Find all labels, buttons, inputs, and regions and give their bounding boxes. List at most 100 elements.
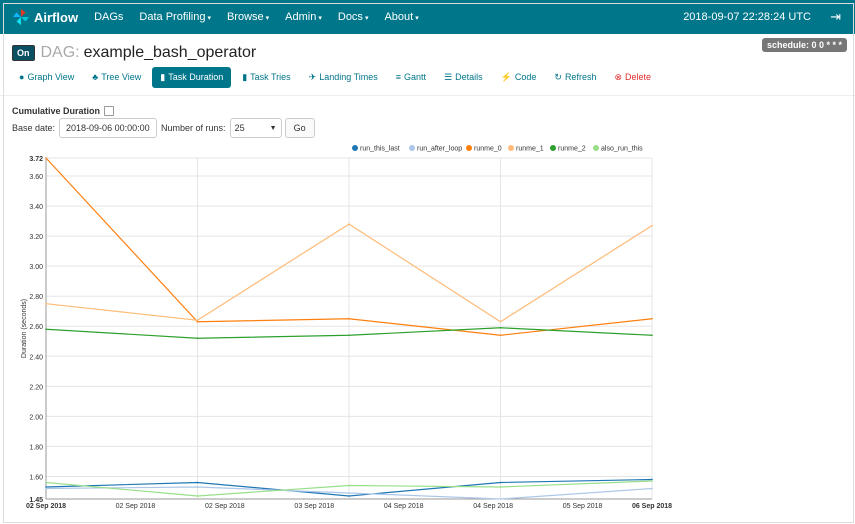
nav-item-about[interactable]: About ▾ [384, 11, 418, 23]
tab-graph-view[interactable]: ● Graph View [12, 68, 81, 86]
data-point-also_run_this [348, 484, 350, 487]
logout-icon[interactable]: ⇥ [830, 9, 841, 24]
data-point-run_this_last [196, 481, 199, 484]
data-point-run_this_last [45, 486, 47, 488]
data-point-run_after_loop [196, 486, 199, 488]
caret-down-icon: ▾ [265, 15, 270, 22]
tree-view-icon: ♣ [92, 72, 99, 82]
data-point-runme_1 [45, 302, 47, 305]
data-point-runme_2 [196, 337, 199, 340]
y-tick-label: 3.00 [29, 264, 43, 271]
nav-item-label: About [384, 11, 414, 23]
legend-label-runme_0: runme_0 [474, 146, 502, 153]
graph-view-icon: ● [19, 72, 25, 82]
tab-label: Graph View [27, 72, 75, 82]
y-tick-label: 3.60 [29, 174, 43, 181]
caret-down-icon: ▾ [364, 15, 369, 22]
y-tick-label: 1.80 [29, 444, 43, 451]
go-button[interactable]: Go [284, 118, 315, 138]
legend-marker-runme_1 [508, 145, 514, 151]
num-runs-label: Number of runs: [161, 123, 226, 133]
dag-header: On DAG: example_bash_operator [12, 44, 256, 62]
y-tick-label: 2.80 [29, 294, 43, 301]
x-tick-label: 03 Sep 2018 [294, 503, 334, 510]
data-point-runme_0 [196, 320, 199, 323]
tab-label: Tree View [101, 72, 142, 82]
data-point-runme_1 [348, 223, 350, 225]
y-tick-label: 3.72 [29, 156, 43, 163]
legend-label-also_run_this: also_run_this [601, 146, 643, 153]
nav-item-label: Browse [226, 11, 264, 23]
tab-code[interactable]: ⚡ Code [494, 68, 544, 87]
tab-label: Code [514, 72, 537, 82]
dag-on-toggle[interactable]: On [12, 45, 35, 61]
data-point-runme_0 [651, 317, 653, 320]
legend-marker-runme_0 [466, 145, 472, 151]
y-tick-label: 2.40 [29, 354, 43, 361]
dag-title: example_bash_operator [83, 44, 257, 61]
x-tick-label: 04 Sep 2018 [384, 503, 424, 510]
data-point-runme_1 [499, 320, 502, 323]
legend-label-run_this_last: run_this_last [360, 146, 400, 153]
nav-item-docs[interactable]: Docs ▾ [338, 11, 369, 23]
tab-label: Task Duration [168, 72, 224, 82]
nav-item-admin[interactable]: Admin ▾ [285, 11, 322, 23]
y-tick-label: 2.00 [29, 414, 43, 421]
tab-tree-view[interactable]: ♣ Tree View [85, 68, 148, 86]
nav-item-data-profiling[interactable]: Data Profiling ▾ [139, 11, 211, 23]
y-axis-label: Duration (seconds) [21, 299, 28, 358]
y-tick-label: 1.45 [29, 497, 43, 504]
legend-marker-also_run_this [593, 145, 599, 151]
y-tick-label: 2.60 [29, 324, 43, 331]
data-point-runme_2 [499, 326, 502, 329]
delete-icon: ⊗ [614, 71, 622, 82]
cumulative-label: Cumulative Duration [12, 106, 101, 116]
brand-link[interactable]: Airflow [12, 8, 78, 26]
nav-item-label: DAGs [94, 11, 124, 23]
code-icon: ⚡ [500, 71, 512, 82]
x-tick-label: 02 Sep 2018 [116, 503, 156, 510]
x-tick-label: 06 Sep 2018 [632, 503, 672, 510]
data-point-run_after_loop [651, 487, 653, 490]
cumulative-duration: Cumulative Duration [12, 106, 115, 116]
caret-down-icon: ▾ [318, 15, 322, 22]
tab-label: Gantt [404, 72, 427, 82]
num-runs-select[interactable]: 25 ▼ [229, 118, 282, 138]
task-tries-icon: ▮ [242, 71, 248, 82]
tab-landing-times[interactable]: ✈ Landing Times [302, 68, 385, 87]
legend-marker-runme_2 [550, 145, 556, 151]
nav-item-browse[interactable]: Browse ▾ [227, 11, 269, 23]
legend-label-run_after_loop: run_after_loop [417, 146, 462, 153]
cumulative-checkbox[interactable] [104, 106, 115, 116]
base-date-label: Base date: [12, 123, 56, 133]
x-tick-label: 05 Sep 2018 [563, 503, 603, 510]
data-point-runme_2 [348, 334, 350, 337]
data-point-also_run_this [499, 486, 502, 488]
tab-label: Task Tries [250, 72, 291, 82]
y-tick-label: 1.60 [29, 474, 43, 481]
tab-refresh[interactable]: ↻ Refresh [547, 68, 603, 87]
nav-item-dags[interactable]: DAGs [94, 11, 123, 23]
data-point-runme_1 [196, 319, 199, 322]
legend-label-runme_1: runme_1 [516, 146, 544, 153]
details-icon: ☰ [444, 71, 453, 82]
base-date-input[interactable]: 2018-09-06 00:00:00 [59, 118, 158, 138]
tab-task-duration[interactable]: ▮ Task Duration [152, 66, 232, 88]
tab-gantt[interactable]: ≡ Gantt [389, 68, 433, 86]
nav-item-label: Admin [285, 11, 317, 23]
data-point-run_after_loop [45, 487, 47, 490]
nav-item-label: Data Profiling [139, 11, 206, 23]
y-tick-label: 3.40 [29, 204, 43, 211]
tab-delete[interactable]: ⊗ Delete [607, 68, 658, 87]
tab-task-tries[interactable]: ▮ Task Tries [235, 68, 297, 87]
data-point-also_run_this [651, 480, 653, 482]
num-runs-value: 25 [234, 123, 245, 133]
x-tick-label: 04 Sep 2018 [473, 503, 513, 510]
dag-view-tabs: ● Graph View ♣ Tree View ▮ Task Duration ▮ Task… [12, 66, 662, 88]
tab-details[interactable]: ☰ Details [437, 68, 490, 87]
data-point-runme_0 [348, 317, 350, 320]
divider [0, 95, 855, 96]
refresh-icon: ↻ [554, 71, 562, 82]
gantt-icon: ≡ [395, 72, 402, 82]
x-tick-label: 02 Sep 2018 [26, 503, 66, 510]
